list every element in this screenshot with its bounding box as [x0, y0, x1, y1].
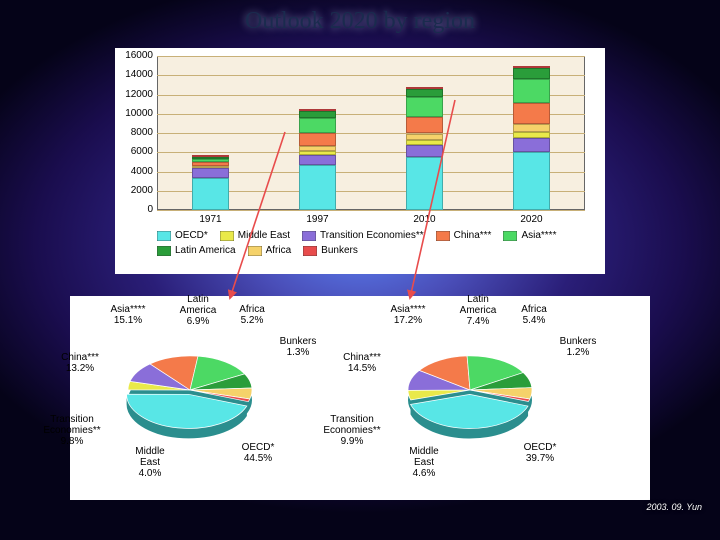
legend-item: Latin America: [157, 245, 236, 256]
legend-item: Africa: [248, 245, 292, 256]
y-tick-label: 4000: [119, 166, 153, 177]
pie-label: MiddleEast4.6%: [384, 446, 464, 479]
x-tick-label: 1997: [298, 214, 338, 225]
bar-segment: [192, 155, 228, 157]
legend-swatch: [248, 246, 262, 256]
pie-label: Africa5.4%: [494, 304, 574, 326]
legend-item: OECD*: [157, 230, 208, 241]
bar-segment: [192, 178, 228, 210]
bar-stack: [513, 56, 549, 210]
y-tick-label: 0: [119, 204, 153, 215]
legend-label: Bunkers: [321, 245, 358, 256]
legend-label: OECD*: [175, 230, 208, 241]
bar-segment: [513, 152, 549, 210]
bar-segment: [299, 133, 335, 146]
bar-segment: [192, 157, 228, 159]
y-tick-label: 8000: [119, 127, 153, 138]
legend-swatch: [303, 246, 317, 256]
bar-segment: [513, 124, 549, 132]
legend-label: Latin America: [175, 245, 236, 256]
legend-swatch: [503, 231, 517, 241]
bar-segment: [406, 134, 442, 140]
bar-segment: [513, 68, 549, 79]
y-tick-label: 2000: [119, 185, 153, 196]
stacked-legend: OECD* Middle East Transition Economies** Ch…: [157, 230, 587, 260]
legend-label: Middle East: [238, 230, 290, 241]
x-tick-label: 2020: [512, 214, 552, 225]
pie-label: TransitionEconomies**9.9%: [312, 414, 392, 447]
legend-label: Asia****: [521, 230, 556, 241]
gridline: [157, 210, 585, 211]
y-tick-label: 12000: [119, 89, 153, 100]
pie-label: TransitionEconomies**9.8%: [32, 414, 112, 447]
bar-segment: [299, 111, 335, 118]
bar-segment: [513, 66, 549, 68]
bar-segment: [406, 157, 442, 210]
page-title: Outlook 2020 by region: [245, 8, 475, 35]
legend-swatch: [157, 231, 171, 241]
pie-label: OECD*44.5%: [218, 442, 298, 464]
bar-segment: [513, 103, 549, 124]
footer: 2003. 09. Yun: [646, 502, 702, 512]
pie-label: OECD*39.7%: [500, 442, 580, 464]
pie-label: Bunkers1.2%: [538, 336, 618, 358]
x-tick-label: 1971: [191, 214, 231, 225]
bar-segment: [299, 109, 335, 111]
pie-label: China***13.2%: [40, 352, 120, 374]
y-tick-label: 10000: [119, 108, 153, 119]
legend-swatch: [220, 231, 234, 241]
pie-label: China***14.5%: [322, 352, 402, 374]
legend-label: Transition Economies**: [320, 230, 424, 241]
legend-label: Africa: [266, 245, 292, 256]
y-tick-label: 6000: [119, 146, 153, 157]
legend-item: Transition Economies**: [302, 230, 424, 241]
legend-item: Middle East: [220, 230, 290, 241]
bar-segment: [299, 151, 335, 155]
y-tick-label: 16000: [119, 50, 153, 61]
legend-item: Bunkers: [303, 245, 358, 256]
legend-label: China***: [454, 230, 492, 241]
stacked-chart-panel: OECD* Middle East Transition Economies** Ch…: [115, 48, 605, 274]
legend-swatch: [302, 231, 316, 241]
bar-segment: [192, 168, 228, 178]
bar-segment: [299, 155, 335, 165]
bar-segment: [192, 166, 228, 168]
bar-segment: [299, 165, 335, 210]
bar-segment: [406, 117, 442, 134]
legend-item: China***: [436, 230, 492, 241]
bar-stack: [299, 56, 335, 210]
bar-segment: [192, 162, 228, 166]
legend-swatch: [157, 246, 171, 256]
legend-swatch: [436, 231, 450, 241]
x-tick-label: 2010: [405, 214, 445, 225]
pie-label: MiddleEast4.0%: [110, 446, 190, 479]
bar-segment: [513, 132, 549, 139]
bar-segment: [406, 87, 442, 89]
pie-label: Asia****15.1%: [88, 304, 168, 326]
bar-segment: [406, 140, 442, 145]
pie-label: Africa5.2%: [212, 304, 292, 326]
bar-stack: [406, 56, 442, 210]
bar-segment: [406, 89, 442, 97]
bar-segment: [299, 118, 335, 133]
bar-segment: [513, 138, 549, 152]
bar-segment: [406, 145, 442, 157]
legend-item: Asia****: [503, 230, 556, 241]
bar-segment: [406, 97, 442, 116]
bar-segment: [513, 79, 549, 104]
bar-segment: [192, 159, 228, 162]
bar-stack: [192, 56, 228, 210]
y-tick-label: 14000: [119, 69, 153, 80]
bar-segment: [299, 146, 335, 151]
pie-label: Asia****17.2%: [368, 304, 448, 326]
